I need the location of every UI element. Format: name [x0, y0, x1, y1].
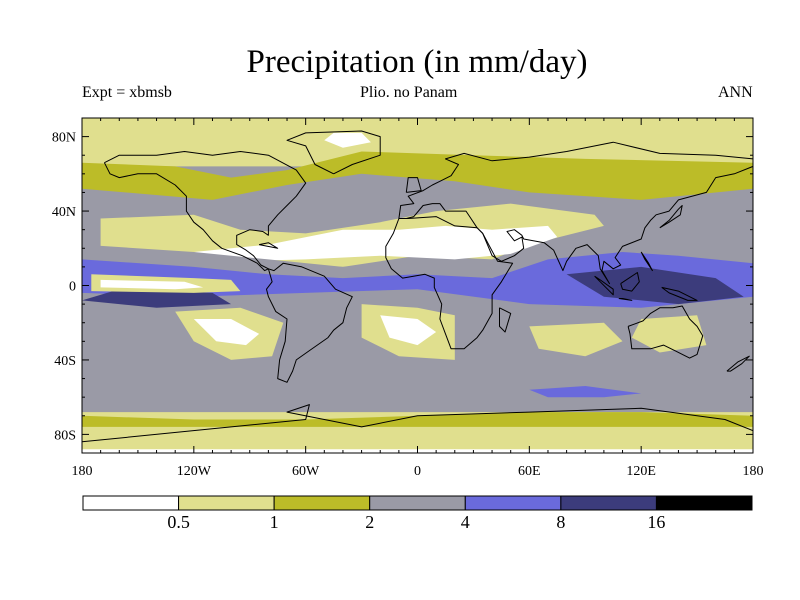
colorbar-swatch-2 — [273, 495, 371, 511]
colorbar-swatch-4 — [464, 495, 562, 511]
coastline-11 — [620, 272, 640, 292]
longitude-axis: 180 120W 60W 0 60E 120E 180 — [72, 118, 764, 479]
x-tick-label-2: 60W — [292, 464, 320, 479]
x-tick-label-1: 120W — [177, 464, 212, 479]
colorbar-swatch-5 — [560, 495, 657, 511]
season-label: ANN — [718, 84, 753, 101]
precip-region-8 — [82, 289, 232, 308]
precip-region-18 — [82, 412, 753, 427]
coastlines — [82, 130, 753, 443]
coastline-2 — [266, 262, 353, 383]
coastline-5 — [627, 305, 704, 359]
colorbar-label-2: 2 — [365, 512, 374, 532]
precipitation-contours — [82, 118, 753, 453]
run-label: Plio. no Panam — [360, 84, 458, 101]
x-tick-label-5: 120E — [626, 464, 656, 479]
colorbar-swatch-6 — [655, 495, 753, 511]
x-tick-label-4: 60E — [518, 464, 541, 479]
y-tick-label-3: 40S — [54, 354, 76, 369]
precip-region-4 — [193, 225, 558, 262]
coastline-12 — [661, 286, 698, 301]
map-plot-area — [82, 118, 753, 453]
colorbar-label-1: 1 — [270, 512, 279, 532]
coastline-10 — [618, 298, 633, 301]
precip-region-20 — [529, 386, 642, 398]
coastline-13 — [499, 307, 512, 333]
precip-region-1 — [82, 151, 753, 200]
coastline-7 — [405, 177, 422, 193]
colorbar-label-5: 16 — [647, 512, 665, 532]
precip-region-12 — [193, 319, 260, 346]
precip-region-14 — [380, 315, 437, 346]
y-tick-label-4: 80S — [54, 428, 76, 443]
x-tick-label-3: 0 — [414, 464, 421, 479]
y-tick-label-2: 0 — [69, 280, 76, 295]
precip-region-7 — [566, 266, 744, 305]
precip-region-10 — [100, 279, 204, 290]
colorbar-swatch-0 — [82, 495, 180, 511]
precip-region-2 — [324, 132, 371, 148]
colorbar-label-4: 8 — [556, 512, 565, 532]
colorbar: 0.5 1 2 4 8 16 — [82, 495, 753, 532]
coastline-9 — [594, 275, 614, 296]
y-tick-label-0: 80N — [52, 131, 76, 146]
colorbar-swatch-3 — [369, 495, 466, 511]
colorbar-label-3: 4 — [461, 512, 470, 532]
precip-region-6 — [82, 252, 753, 308]
coastline-15 — [258, 242, 279, 249]
coastline-8 — [659, 205, 683, 229]
precip-region-15 — [529, 322, 623, 357]
colorbar-swatch-1 — [178, 495, 275, 511]
coastline-1 — [286, 130, 381, 175]
coastline-14 — [726, 355, 750, 372]
map-title: Precipitation (in mm/day) — [246, 44, 588, 80]
y-tick-label-1: 40N — [52, 205, 76, 220]
x-tick-label-6: 180 — [743, 464, 764, 479]
colorbar-label-0: 0.5 — [167, 512, 190, 532]
coastline-4 — [398, 141, 753, 285]
precip-region-0 — [82, 118, 753, 167]
coastline-6 — [82, 404, 753, 443]
precip-region-16 — [631, 315, 707, 353]
experiment-label: Expt = xbmsb — [82, 84, 172, 101]
x-tick-label-0: 180 — [72, 464, 93, 479]
coastline-16 — [640, 251, 653, 272]
coastline-0 — [103, 151, 307, 272]
latitude-axis: 80N 40N 0 40S 80S — [52, 131, 753, 443]
